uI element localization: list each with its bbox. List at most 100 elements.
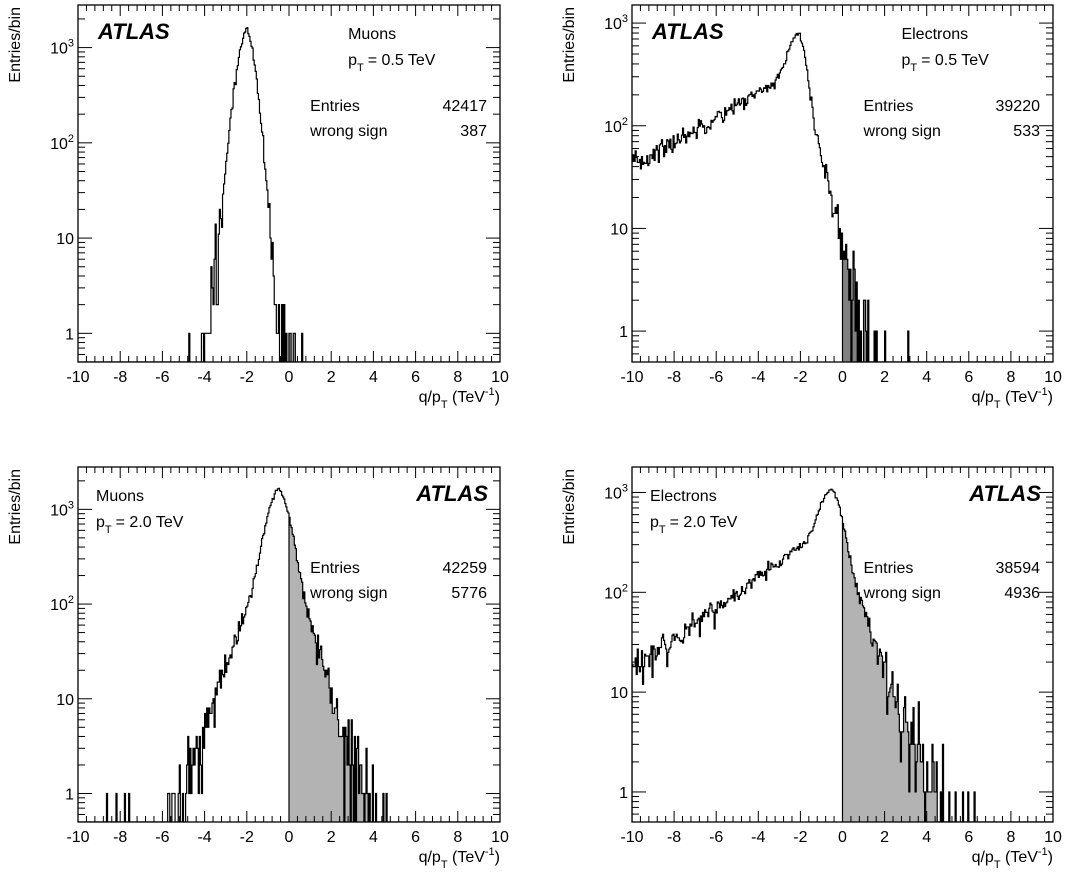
- y-tick-base: 1: [65, 326, 74, 343]
- pt-label-p: p: [348, 52, 357, 69]
- x-axis-title-close: ): [495, 389, 500, 406]
- x-tick-label: 0: [285, 369, 294, 386]
- pt-label-p: p: [96, 514, 105, 531]
- pt-label-value: = 0.5 TeV: [921, 52, 989, 69]
- histogram-line: [632, 32, 1053, 362]
- wrong-sign-region: [289, 517, 500, 822]
- particle-label: Electrons: [901, 26, 968, 43]
- x-tick-label: 4: [369, 369, 378, 386]
- x-axis-title-unit-exp: -1: [1038, 846, 1048, 858]
- y-tick-base: 10: [604, 585, 622, 602]
- pt-label-value: = 2.0 TeV: [670, 514, 738, 531]
- x-axis-title-main: q/p: [419, 849, 441, 866]
- x-axis-title-main: q/p: [419, 389, 441, 406]
- x-tick-label: -6: [155, 369, 169, 386]
- panel-3: -10 -8 -6 -4 -2 0 2 4 6 8 10110102103Entries/binq/…: [7, 466, 509, 871]
- entries-label: Entries: [864, 98, 914, 115]
- x-tick-label: 2: [880, 829, 889, 846]
- x-axis-title-sub: T: [994, 399, 1001, 411]
- y-tick-label: 102: [50, 133, 74, 153]
- x-axis-title-unit-exp: -1: [1038, 386, 1048, 398]
- y-tick-base: 10: [604, 16, 622, 33]
- x-tick-label: -6: [709, 369, 723, 386]
- pt-label: pT = 2.0 TeV: [96, 514, 184, 536]
- y-tick-label: 10: [610, 685, 628, 702]
- y-tick-exponent: 3: [68, 499, 74, 511]
- y-tick-exponent: 2: [622, 116, 628, 128]
- entries-label: Entries: [310, 560, 360, 577]
- y-tick-base: 10: [604, 485, 622, 502]
- x-tick-label: -6: [709, 829, 723, 846]
- x-axis-title-unit: (TeV: [1001, 389, 1039, 406]
- x-tick-label: 0: [838, 829, 847, 846]
- atlas-label: ATLAS: [968, 481, 1041, 506]
- particle-label: Electrons: [650, 488, 717, 505]
- wrong-sign-label: wrong sign: [863, 585, 941, 602]
- histogram-line: [78, 27, 500, 362]
- wrong-sign-region: [289, 333, 500, 362]
- x-tick-label: 10: [1044, 369, 1062, 386]
- wrong-sign-region: [842, 523, 1053, 822]
- x-axis-title-unit-exp: -1: [485, 386, 495, 398]
- plot-area: [78, 27, 500, 362]
- x-tick-label: -2: [240, 829, 254, 846]
- x-tick-label: -8: [113, 829, 127, 846]
- entries-label: Entries: [864, 560, 914, 577]
- x-axis-title-close: ): [1048, 849, 1053, 866]
- x-axis-title: q/pT (TeV-1): [972, 846, 1053, 871]
- wrong-sign-value: 533: [1013, 123, 1040, 140]
- x-axis-title-unit: (TeV: [448, 849, 486, 866]
- x-tick-label: -4: [751, 829, 765, 846]
- x-tick-label: 8: [1006, 369, 1015, 386]
- y-tick-base: 10: [56, 692, 74, 709]
- y-tick-exponent: 2: [622, 582, 628, 594]
- x-tick-label: -10: [620, 829, 643, 846]
- x-tick-label: 2: [880, 369, 889, 386]
- panel-2: -10 -8 -6 -4 -2 0 2 4 6 8 10110102103Entries/binq/…: [561, 4, 1062, 411]
- x-tick-label: 8: [1006, 829, 1015, 846]
- y-tick-label: 10: [56, 692, 74, 709]
- entries-value: 42259: [443, 560, 488, 577]
- x-axis-title: q/pT (TeV-1): [972, 386, 1053, 411]
- y-tick-base: 10: [50, 136, 68, 153]
- y-axis-title: Entries/bin: [7, 469, 24, 545]
- x-tick-label: 8: [453, 829, 462, 846]
- x-tick-label: -8: [667, 829, 681, 846]
- y-axis-title: Entries/bin: [561, 469, 578, 545]
- x-tick-label: -2: [240, 369, 254, 386]
- wrong-sign-label: wrong sign: [863, 123, 941, 140]
- panel-1: -10 -8 -6 -4 -2 0 2 4 6 8 10110102103Entries/binq/…: [7, 4, 509, 411]
- y-tick-label: 103: [50, 38, 74, 58]
- x-tick-label: 2: [327, 829, 336, 846]
- y-tick-label: 102: [50, 594, 74, 614]
- pt-label-p: p: [901, 52, 910, 69]
- y-tick-base: 10: [50, 597, 68, 614]
- pt-label-sub: T: [357, 62, 364, 74]
- pt-label-sub: T: [910, 62, 917, 74]
- x-tick-label: 2: [327, 369, 336, 386]
- x-axis-title-close: ): [1048, 389, 1053, 406]
- entries-value: 38594: [996, 560, 1041, 577]
- x-axis-title: q/pT (TeV-1): [419, 846, 500, 871]
- y-tick-label: 103: [50, 499, 74, 519]
- y-tick-base: 1: [619, 324, 628, 341]
- plot-frame: [77, 4, 501, 363]
- x-tick-label: -2: [793, 829, 807, 846]
- y-tick-label: 1: [65, 786, 74, 803]
- x-axis-title-main: q/p: [972, 849, 994, 866]
- x-tick-label: 0: [838, 369, 847, 386]
- y-tick-label: 10: [56, 231, 74, 248]
- particle-label: Muons: [348, 26, 396, 43]
- x-tick-label: 10: [1044, 829, 1062, 846]
- histogram-line: [632, 488, 1053, 822]
- x-axis-title-main: q/p: [972, 389, 994, 406]
- atlas-label: ATLAS: [415, 481, 488, 506]
- atlas-label: ATLAS: [651, 19, 724, 44]
- pt-label: pT = 0.5 TeV: [348, 52, 436, 74]
- x-tick-label: -8: [667, 369, 681, 386]
- wrong-sign-value: 4936: [1004, 585, 1040, 602]
- x-axis-title-unit-exp: -1: [485, 846, 495, 858]
- pt-label: pT = 2.0 TeV: [650, 514, 738, 536]
- y-tick-label: 1: [619, 785, 628, 802]
